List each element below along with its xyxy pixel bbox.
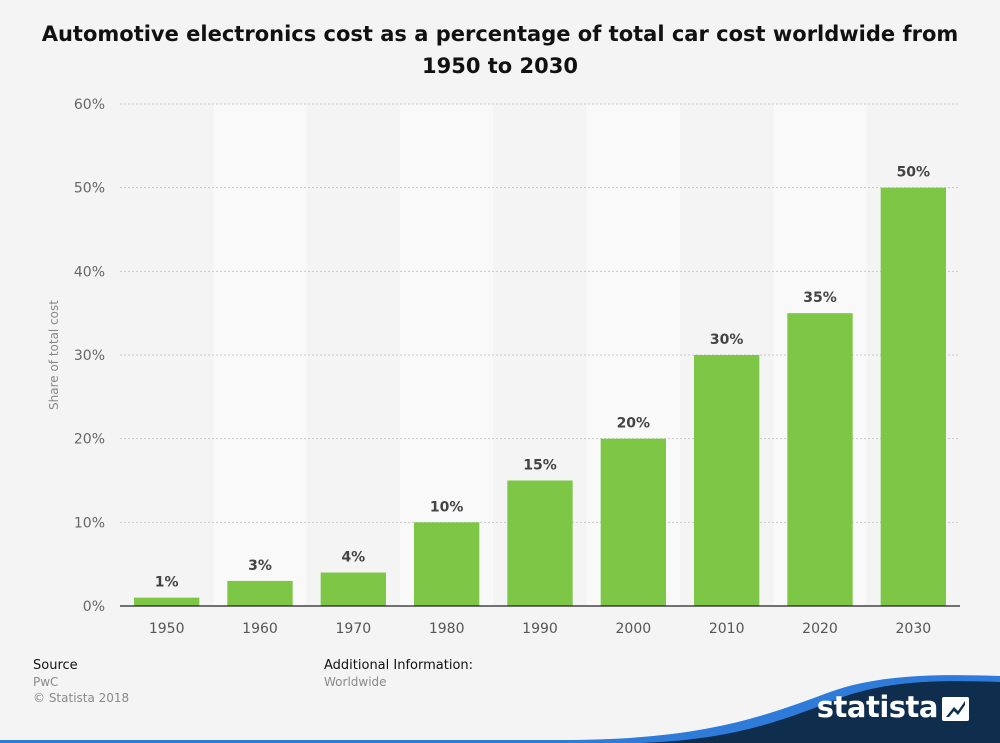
bar	[787, 313, 853, 606]
x-tick-label: 2020	[802, 621, 838, 637]
y-tick-label: 50%	[74, 181, 105, 197]
y-tick-labels: 0% 10% 20% 30% 40% 50% 60%	[74, 97, 105, 615]
x-tick-labels: 1950 1960 1970 1980 1990 2000 2010 2020 2030	[149, 621, 931, 637]
bar	[600, 438, 666, 606]
statista-logo-text[interactable]: statista	[816, 690, 939, 724]
y-tick-label: 60%	[74, 97, 105, 113]
bar-value-label: 10%	[430, 499, 464, 515]
x-tick-label: 2030	[896, 621, 932, 637]
x-tick-label: 1950	[149, 621, 185, 637]
y-tick-label: 30%	[74, 348, 105, 364]
bar	[414, 522, 480, 606]
x-tick-label: 1990	[522, 621, 558, 637]
copyright: © Statista 2018	[33, 691, 130, 705]
bar-value-label: 15%	[523, 458, 557, 474]
source-heading: Source	[33, 658, 78, 673]
y-tick-label: 20%	[74, 432, 105, 448]
y-tick-label: 40%	[74, 264, 105, 280]
source-block: Source PwC © Statista 2018	[33, 658, 129, 706]
bars	[134, 187, 946, 606]
y-tick-label: 10%	[74, 515, 105, 531]
additional-info-heading: Additional Information:	[324, 658, 474, 673]
bar-value-label: 50%	[897, 165, 931, 181]
bar	[134, 597, 200, 606]
x-tick-label: 1980	[429, 621, 465, 637]
bar-value-label: 4%	[341, 550, 365, 566]
bar-value-label: 30%	[710, 332, 744, 348]
bar-value-label: 35%	[803, 290, 837, 306]
bar	[694, 355, 760, 606]
bar	[507, 480, 573, 606]
chart: 1% 3% 4% 10% 15% 20% 30% 35% 50% 1950 1960 1970 198…	[47, 97, 960, 637]
x-tick-label: 2000	[616, 621, 652, 637]
brand-swoosh-blue	[0, 675, 1000, 743]
bar	[880, 187, 946, 606]
brand-banner	[0, 675, 1000, 743]
x-tick-label: 2010	[709, 621, 745, 637]
x-tick-label: 1960	[242, 621, 278, 637]
bar-value-label: 1%	[155, 575, 179, 591]
bar-value-label: 3%	[248, 558, 272, 574]
bar	[227, 580, 293, 606]
y-axis-label: Share of total cost	[47, 300, 61, 410]
bar	[320, 572, 386, 606]
y-tick-label: 0%	[83, 599, 105, 615]
source-name[interactable]: PwC	[33, 675, 59, 689]
chart-title: Automotive electronics cost as a percent…	[41, 22, 959, 78]
x-tick-label: 1970	[336, 621, 372, 637]
additional-info-block: Additional Information: Worldwide	[324, 658, 473, 690]
value-labels: 1% 3% 4% 10% 15% 20% 30% 35% 50%	[155, 165, 930, 591]
additional-info-text: Worldwide	[324, 675, 387, 689]
statista-logo-icon[interactable]	[942, 697, 969, 721]
brand-swoosh-navy	[640, 681, 1000, 743]
bar-value-label: 20%	[617, 416, 651, 432]
